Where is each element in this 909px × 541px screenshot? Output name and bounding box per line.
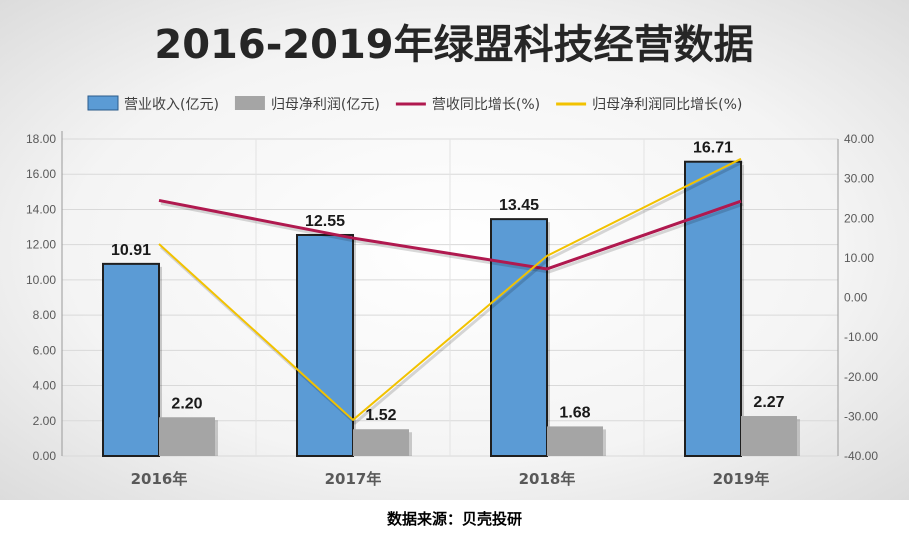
line-shadow (160, 201, 744, 274)
x-axis-categories: 2016年 2017年 2018年 2019年 (131, 470, 770, 488)
bar-data-label: 10.91 (111, 242, 151, 259)
right-y-axis: -40.00 -30.00 -20.00 -10.00 0.00 10.00 20.00 30… (837, 132, 878, 463)
right-tick-label: 30.00 (844, 172, 874, 186)
net-profit-bar (547, 426, 603, 456)
category-label: 2017年 (325, 470, 382, 488)
source-note: 数据来源：贝壳投研 (386, 510, 522, 528)
bar-data-label: 12.55 (305, 213, 345, 230)
revenue-growth-line (158, 198, 742, 271)
chart-area: 2016-2019年绿盟科技经营数据 营业收入(亿元) 归母净利润(亿元) 营收同比… (0, 0, 909, 500)
right-tick-label: 40.00 (844, 132, 874, 146)
left-tick-label: 10.00 (26, 273, 56, 287)
legend-label: 营业收入(亿元) (124, 97, 219, 113)
left-tick-label: 14.00 (26, 202, 56, 216)
growth-lines (158, 157, 744, 425)
bar-data-label: 1.52 (365, 407, 396, 424)
net-profit-bar (353, 429, 409, 456)
revenue-bar (490, 218, 548, 457)
category-label: 2019年 (713, 470, 770, 488)
left-tick-label: 18.00 (26, 132, 56, 146)
right-tick-label: 0.00 (844, 291, 868, 305)
legend: 营业收入(亿元) 归母净利润(亿元) 营收同比增长(%) 归母净利润同比增长(%) (87, 95, 742, 113)
left-tick-label: 4.00 (33, 379, 57, 393)
legend-swatch-bar (234, 96, 265, 110)
legend-label: 归母净利润(亿元) (271, 96, 380, 113)
bar-data-label: 13.45 (499, 197, 539, 214)
left-tick-label: 8.00 (33, 308, 57, 322)
left-tick-label: 2.00 (33, 414, 57, 428)
right-tick-label: -40.00 (844, 449, 878, 463)
category-label: 2018年 (519, 470, 576, 488)
revenue-bar (102, 262, 160, 457)
left-tick-label: 16.00 (26, 167, 56, 181)
net-profit-growth-line (158, 157, 742, 421)
right-tick-label: 10.00 (844, 251, 874, 265)
bar-data-label: 16.71 (693, 140, 733, 157)
legend-label: 营收同比增长(%) (432, 97, 540, 113)
legend-swatch-bar (87, 95, 119, 111)
data-labels: 10.91 12.55 13.45 16.71 2.20 1.52 1.68 2.27 (111, 140, 785, 425)
combo-chart: 2016-2019年绿盟科技经营数据 营业收入(亿元) 归母净利润(亿元) 营收同比… (26, 22, 878, 488)
net-profit-bar (159, 417, 215, 456)
bar-data-label: 2.27 (753, 394, 784, 411)
left-tick-label: 6.00 (33, 343, 57, 357)
right-tick-label: 20.00 (844, 211, 874, 225)
revenue-bar (684, 160, 742, 458)
bar-data-label: 2.20 (171, 395, 202, 412)
chart-title: 2016-2019年绿盟科技经营数据 (154, 22, 753, 68)
bars (102, 160, 800, 458)
left-tick-label: 0.00 (33, 449, 57, 463)
legend-label: 归母净利润同比增长(%) (592, 96, 742, 113)
bar-data-label: 1.68 (559, 404, 590, 421)
right-tick-label: -20.00 (844, 370, 878, 384)
right-tick-label: -10.00 (844, 330, 878, 344)
left-y-axis: 0.00 2.00 4.00 6.00 8.00 10.00 12.00 14.00 16.00… (26, 131, 63, 463)
revenue-bar (296, 233, 354, 457)
net-profit-bar (741, 416, 797, 456)
right-tick-label: -30.00 (844, 409, 878, 423)
category-label: 2016年 (131, 470, 188, 488)
left-tick-label: 12.00 (26, 238, 56, 252)
